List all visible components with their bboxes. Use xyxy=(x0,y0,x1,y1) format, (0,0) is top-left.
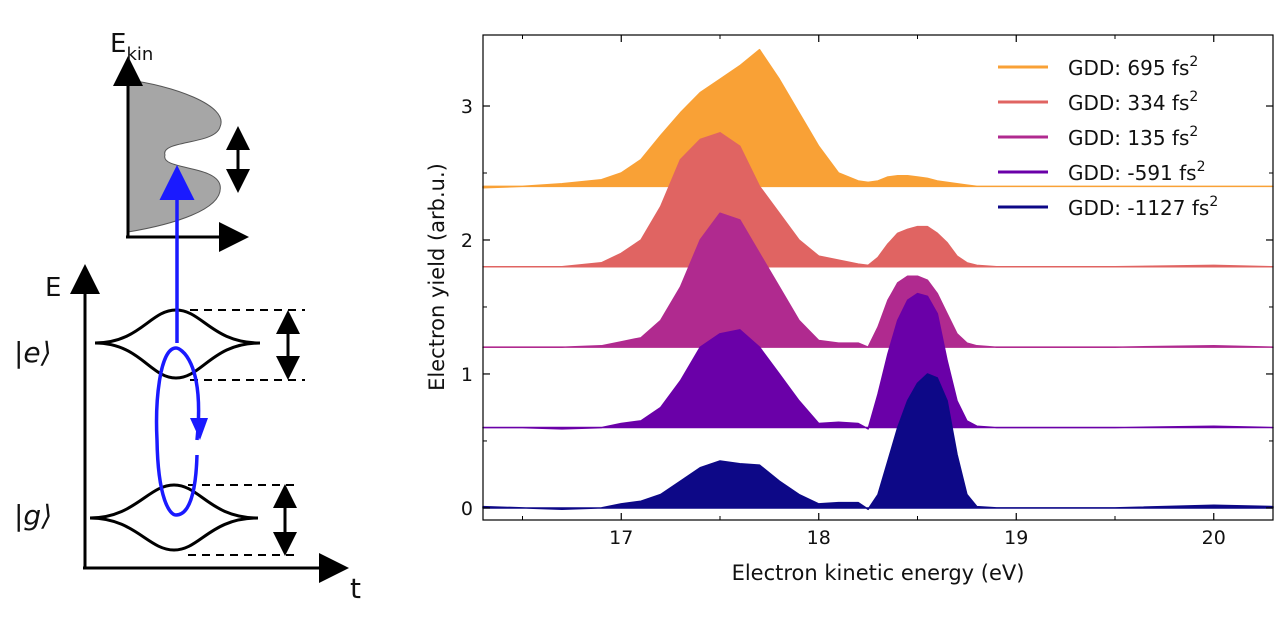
x-tick-label: 17 xyxy=(609,527,633,549)
series-area-0 xyxy=(482,48,1274,189)
plot-frame xyxy=(482,34,1274,521)
y-axis-label: Electron yield (arb.u.) xyxy=(425,163,449,391)
legend-label: GDD: 695 fs2 xyxy=(1068,54,1198,80)
ekin-label: Ekin xyxy=(110,29,153,65)
rabi-cycle-arrow xyxy=(154,346,201,517)
y-tick-label: 0 xyxy=(461,498,473,520)
energy-axis-label: E xyxy=(45,273,61,303)
electron-distribution xyxy=(127,79,222,233)
series-area-1 xyxy=(482,132,1274,268)
y-tick-label: 1 xyxy=(461,364,473,386)
series-area-2 xyxy=(482,212,1274,348)
ground-state-level xyxy=(89,483,259,552)
legend-label: GDD: -1127 fs2 xyxy=(1068,194,1218,220)
series-area-4 xyxy=(482,373,1274,511)
x-tick-label: 20 xyxy=(1202,527,1226,549)
x-tick-label: 19 xyxy=(1004,527,1028,549)
legend-superscript: 2 xyxy=(1209,194,1218,210)
excited-state-level xyxy=(94,308,261,380)
legend-superscript: 2 xyxy=(1189,54,1198,70)
series-area-3 xyxy=(482,292,1274,430)
ground-state-label: |g⟩ xyxy=(14,499,52,532)
legend-label: GDD: 135 fs2 xyxy=(1068,124,1198,150)
energy-level-diagram: Ekin E t |e⟩ |g⟩ xyxy=(14,29,361,605)
legend-superscript: 2 xyxy=(1197,159,1206,175)
time-axis-label: t xyxy=(350,572,361,605)
legend-label: GDD: 334 fs2 xyxy=(1068,89,1198,115)
x-axis-label: Electron kinetic energy (eV) xyxy=(732,561,1025,585)
x-tick-label: 18 xyxy=(807,527,831,549)
y-tick-label: 2 xyxy=(461,230,473,252)
rabi-arrowhead-icon xyxy=(190,418,208,440)
excited-state-label: |e⟩ xyxy=(14,336,52,369)
legend-superscript: 2 xyxy=(1189,124,1198,140)
legend-superscript: 2 xyxy=(1189,89,1198,105)
y-tick-label: 3 xyxy=(461,96,473,118)
legend-label: GDD: -591 fs2 xyxy=(1068,159,1206,185)
legend: GDD: 695 fs2 GDD: 334 fs2 GDD: 135 fs2 GDD:… xyxy=(998,54,1218,220)
